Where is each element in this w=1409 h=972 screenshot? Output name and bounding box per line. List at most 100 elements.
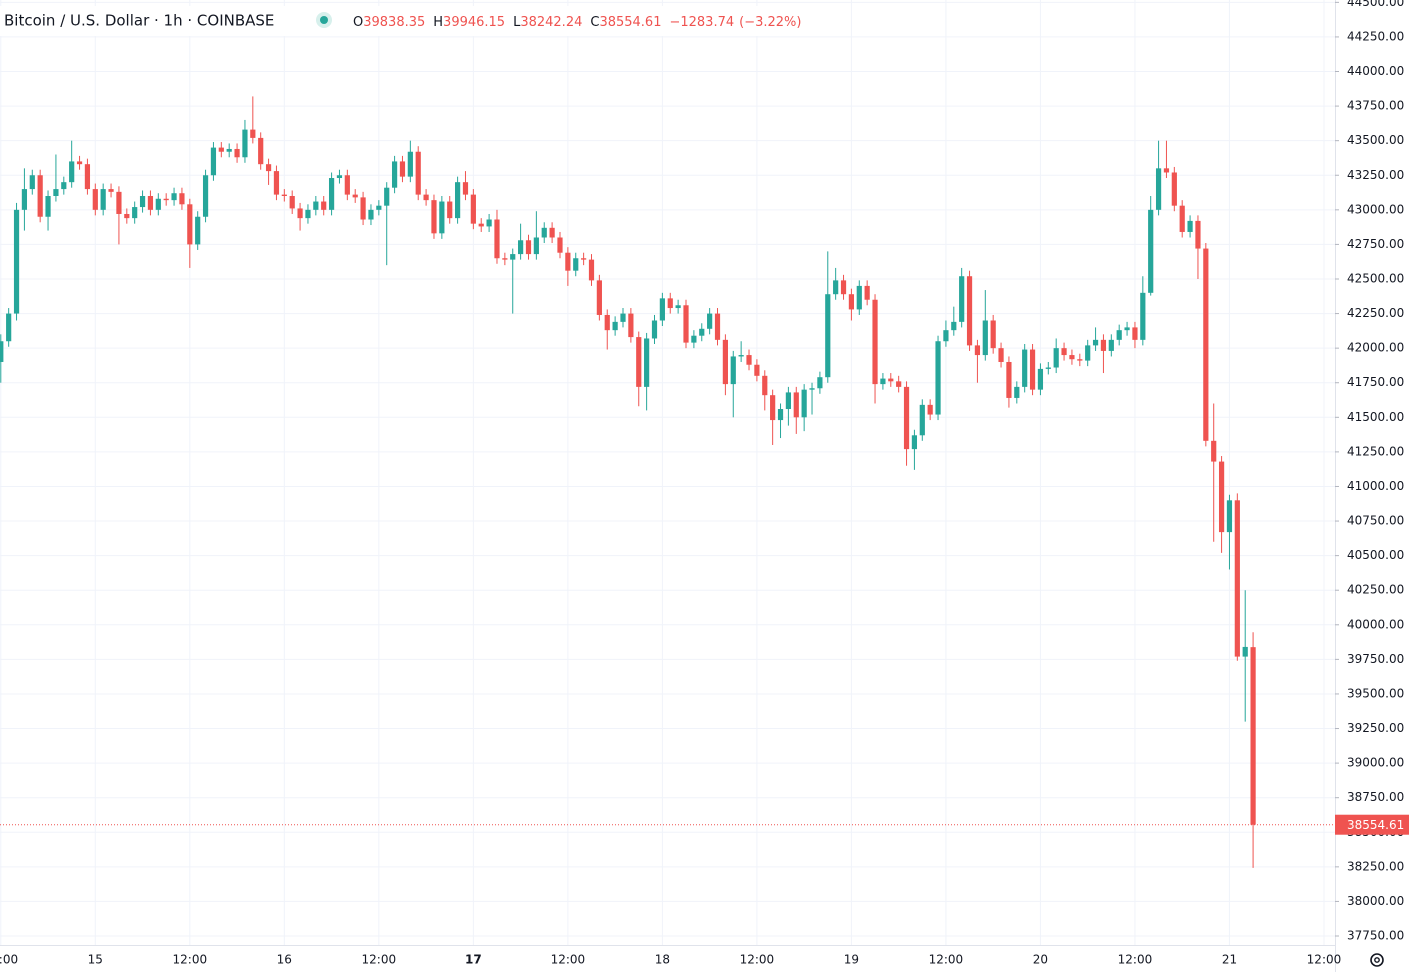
candle-body: [155, 198, 161, 210]
candle-body: [903, 386, 910, 450]
candle-body: [132, 207, 138, 219]
y-tick-label: 37750.00: [1347, 929, 1404, 943]
candle-body: [273, 171, 280, 195]
y-tick-label: 41250.00: [1347, 444, 1404, 458]
change-value: −1283.74: [669, 15, 734, 30]
candle-body: [683, 305, 689, 343]
candle-body: [927, 404, 933, 415]
candle-body: [462, 182, 469, 195]
settings-icon[interactable]: [1370, 953, 1384, 967]
candle-body: [770, 395, 776, 421]
ohlc-value: 38242.24: [520, 15, 582, 30]
candle-body: [990, 320, 996, 349]
candle-body: [352, 194, 358, 198]
candle-body: [911, 435, 918, 450]
y-tick-label: 40000.00: [1347, 617, 1404, 631]
candle-body: [565, 252, 571, 271]
candle-body: [124, 213, 130, 219]
header: Bitcoin / U.S. Dollar · 1h · COINBASE O3…: [0, 6, 801, 36]
y-tick-label: 42250.00: [1347, 306, 1404, 320]
y-tick-label: 40250.00: [1347, 583, 1404, 597]
y-tick-label: 44000.00: [1347, 64, 1404, 78]
candle-body: [391, 161, 398, 188]
candle-body: [888, 378, 894, 382]
x-tick-label: 12:00: [1118, 953, 1153, 967]
candle-body: [116, 191, 122, 214]
candle-body: [415, 151, 421, 195]
y-tick-label: 39250.00: [1347, 721, 1404, 735]
candle-body: [707, 313, 713, 329]
candle-body: [1006, 361, 1012, 398]
candle-body: [29, 175, 35, 190]
candle-body: [659, 298, 665, 321]
y-tick-label: 41750.00: [1347, 375, 1404, 389]
y-tick-label: 43250.00: [1347, 168, 1404, 182]
candle-body: [714, 313, 721, 340]
candle-body: [738, 355, 744, 357]
candle-body: [628, 313, 634, 338]
candle-body: [76, 161, 83, 165]
change-percent: (−3.22%): [739, 15, 801, 30]
candle-body: [336, 175, 343, 179]
y-tick-label: 40500.00: [1347, 548, 1404, 562]
candle-body: [1234, 500, 1240, 657]
x-tick-label: 12:00: [1307, 953, 1342, 967]
candle-body: [746, 355, 752, 365]
candle-body: [297, 208, 303, 219]
y-tick-label: 38750.00: [1347, 790, 1404, 804]
y-tick-label: 42000.00: [1347, 341, 1404, 355]
candle-body: [1092, 339, 1099, 346]
candle-body: [1163, 168, 1170, 173]
candle-body: [69, 161, 75, 183]
candle-body: [399, 161, 406, 177]
candle-body: [754, 364, 760, 376]
candle-body: [722, 339, 728, 385]
candle-body: [1045, 367, 1051, 369]
candle-body: [817, 377, 823, 389]
candle-body: [951, 321, 957, 331]
candle-body: [1242, 646, 1248, 657]
header-bg: [0, 6, 800, 36]
candle-body: [218, 147, 224, 152]
candle-body: [53, 189, 59, 196]
candle-body: [92, 189, 98, 210]
candle-body: [651, 320, 658, 339]
gear-ring: [1370, 953, 1384, 967]
candle-body: [604, 314, 610, 331]
candle-body: [1014, 386, 1020, 398]
candle-body: [510, 254, 516, 260]
candle-body: [21, 189, 28, 210]
candle-body: [1211, 440, 1217, 462]
x-tick-label: 20: [1033, 953, 1048, 967]
x-tick-label: 12:00: [173, 953, 208, 967]
candle-body: [974, 345, 981, 356]
grid: [0, 0, 1335, 945]
candle-body: [518, 240, 524, 255]
candle-body: [533, 237, 539, 255]
candle-body: [982, 320, 988, 356]
candle-body: [699, 328, 705, 336]
x-tick-label: 17: [465, 953, 482, 967]
candle-body: [762, 375, 768, 396]
candle-body: [1022, 349, 1028, 387]
y-tick-label: 41000.00: [1347, 479, 1404, 493]
candle-body: [1085, 345, 1091, 361]
candle-body: [1061, 348, 1067, 356]
ohlc-value: 39838.35: [363, 15, 425, 30]
candle-body: [856, 285, 862, 310]
candle-body: [328, 178, 335, 210]
y-tick-label: 38250.00: [1347, 859, 1404, 873]
candle-body: [6, 313, 12, 342]
candle-body: [848, 294, 855, 310]
candle-body: [644, 338, 650, 387]
candle-body: [163, 198, 169, 201]
candle-body: [100, 189, 106, 210]
candle-body: [234, 148, 240, 158]
candle-body: [840, 280, 847, 295]
candle-body: [242, 129, 248, 158]
candle-body: [187, 204, 193, 245]
candle-body: [423, 194, 429, 201]
candle-body: [809, 388, 815, 390]
candle-body: [959, 276, 965, 322]
